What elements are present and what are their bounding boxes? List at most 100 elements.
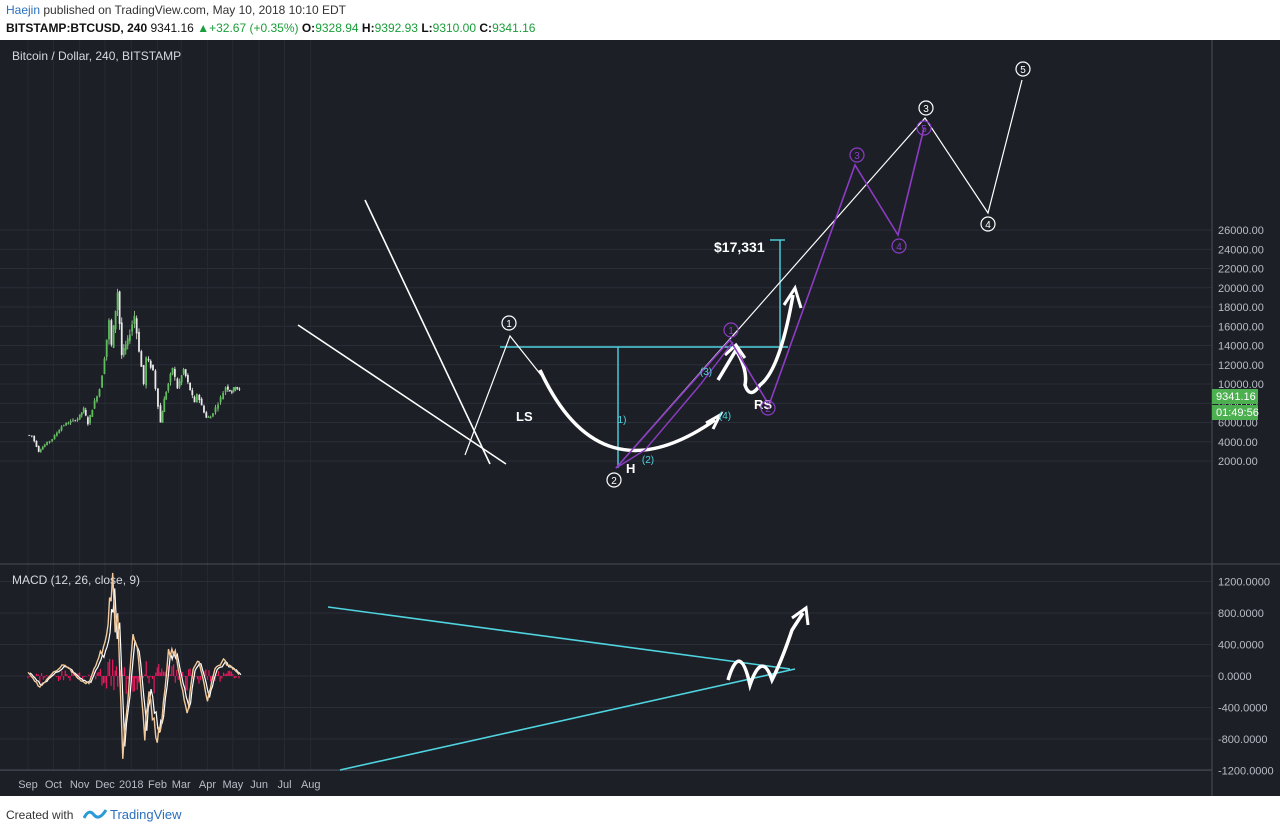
time-tick-label: May — [222, 779, 243, 791]
wave-marker-label: 4 — [985, 220, 991, 231]
time-tick-label: Oct — [45, 779, 62, 791]
macd-tick-label: -1200.0000 — [1218, 765, 1274, 777]
wave-marker-label: 3 — [854, 151, 860, 162]
candle-body — [98, 389, 101, 397]
macd-axis: 1200.0000 800.0000 400.0000 0.0000 -400.0000… — [1218, 577, 1274, 778]
candle-body — [193, 396, 196, 403]
candle-body — [105, 339, 108, 357]
candle-body — [37, 446, 40, 452]
chart-area[interactable]: Bitcoin / Dollar, 240, BITSTAMP MACD (12… — [0, 40, 1280, 796]
macd-tick-label: -400.0000 — [1218, 702, 1268, 714]
purple-minor-path — [615, 341, 734, 469]
wave-marker-label: 5 — [921, 124, 927, 135]
wave-marker-circle — [980, 216, 996, 232]
candle-body — [180, 375, 183, 383]
purple-wave-path — [615, 127, 925, 469]
macd-arrow-path — [726, 612, 805, 692]
candle-body — [195, 394, 198, 403]
candle-body — [222, 392, 225, 400]
chart-svg[interactable]: Bitcoin / Dollar, 240, BITSTAMP MACD (12… — [0, 40, 1280, 796]
price-tick-label: 18000.00 — [1218, 302, 1264, 314]
candle-body — [184, 369, 187, 377]
price-tick-label: 4000.00 — [1218, 437, 1258, 449]
price-tick-label: 16000.00 — [1218, 321, 1264, 333]
chart-background — [0, 40, 1280, 796]
candle-body — [219, 397, 222, 403]
price-tick-label: 12000.00 — [1218, 360, 1264, 372]
price-change: +32.67 (+0.35%) — [209, 21, 299, 35]
candle-body — [114, 310, 117, 330]
tradingview-brand-link[interactable]: TradingView — [110, 807, 182, 822]
candle-body — [167, 383, 170, 391]
small-arrow — [723, 342, 747, 359]
candle-body — [53, 435, 56, 440]
time-tick-label: Jun — [250, 779, 268, 791]
candle-body — [228, 390, 231, 391]
right-shoulder-path — [716, 294, 795, 395]
candle-body — [234, 387, 237, 391]
candle-body — [124, 344, 127, 351]
candle-body — [62, 425, 65, 427]
candle-body — [205, 412, 208, 418]
quote-line: BITSTAMP:BTCUSD, 240 9341.16 ▲+32.67 (+0… — [6, 21, 535, 35]
price-tick-label: 22000.00 — [1218, 264, 1264, 276]
up-arrow-icon: ▲ — [197, 21, 210, 35]
candle-body — [157, 388, 159, 407]
high-label: H: — [361, 21, 375, 35]
candle-body — [142, 365, 145, 384]
label-ls: LS — [516, 409, 533, 424]
wave-marker-label: 4 — [896, 242, 902, 253]
candle-body — [48, 441, 51, 443]
publish-line: Haejin published on TradingView.com, May… — [6, 3, 346, 17]
candle-body — [232, 387, 235, 392]
price-tick-label: 10000.00 — [1218, 379, 1264, 391]
time-tick-label: Sep — [18, 779, 38, 791]
time-tick-label: Dec — [95, 779, 115, 791]
candle-body — [96, 396, 98, 402]
candle-body — [198, 394, 201, 401]
footer: Created with TradingView — [0, 796, 1280, 831]
high-value: 9392.93 — [374, 21, 418, 35]
candle-body — [65, 423, 67, 426]
candle-body — [236, 387, 239, 389]
wave-marker-circle — [606, 472, 622, 488]
price-tick-label: 2000.00 — [1218, 456, 1258, 468]
close-label: C: — [479, 21, 493, 35]
candle-body — [82, 408, 85, 413]
candle-body — [131, 324, 134, 332]
candle-body — [173, 369, 176, 377]
candle-body — [112, 325, 115, 348]
macd-tick-label: 1200.0000 — [1218, 577, 1270, 589]
candle-body — [110, 320, 113, 345]
publish-header: Haejin published on TradingView.com, May… — [0, 0, 1280, 40]
time-tick-label: Nov — [70, 779, 90, 791]
time-axis: Sep Oct Nov Dec 2018 Feb Mar Apr May Jun Jul Aug — [18, 779, 320, 791]
wave-marker-label: 1 — [506, 319, 512, 330]
macd-line — [27, 572, 240, 759]
time-tick-label: Apr — [199, 779, 216, 791]
low-label: L: — [421, 21, 433, 35]
wave-marker-label: 5 — [1020, 65, 1026, 76]
macd-series — [27, 572, 242, 759]
label-h: H — [626, 461, 635, 476]
white-wave-path — [615, 79, 1023, 469]
author-link[interactable]: Haejin — [6, 3, 41, 17]
candle-body — [189, 382, 192, 391]
wave-marker-circle — [916, 120, 932, 136]
candle-body — [30, 435, 33, 437]
candle-body — [178, 381, 181, 387]
cup-arc — [538, 369, 716, 453]
time-tick-label: Mar — [172, 779, 191, 791]
price-tick-label: 14000.00 — [1218, 341, 1264, 353]
falling-wedge-upper-line — [364, 199, 491, 465]
last-price: 9341.16 — [150, 21, 194, 35]
macd-tick-label: -800.0000 — [1218, 734, 1268, 746]
candle-body — [89, 415, 91, 424]
candle-body — [212, 413, 214, 417]
wave-marker-circle — [501, 315, 517, 331]
target-price-label: $17,331 — [714, 239, 765, 255]
wave-markers: 1 2 3 4 5 1 2 3 4 5 1) (2) (3) (4) — [501, 61, 1031, 488]
candle-body — [214, 407, 217, 413]
time-tick-label: Jul — [277, 779, 291, 791]
candle-body — [154, 370, 157, 389]
